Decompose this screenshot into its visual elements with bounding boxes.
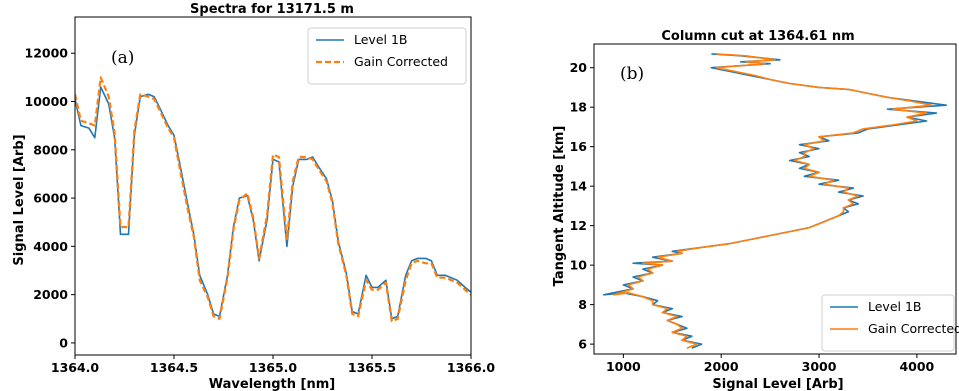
chart-b-legend: Level 1B Gain Corrected xyxy=(821,294,959,352)
a-xtick-label: 1364.0 xyxy=(51,360,100,375)
a-ytick-label: 8000 xyxy=(33,142,68,157)
a-ytick-label: 6000 xyxy=(33,191,68,206)
a-ytick-label: 12000 xyxy=(25,46,69,61)
chart-a-ticks: 1364.0 1364.5 1365.0 1365.5 1366.0 0 2000 4000 6… xyxy=(25,46,496,375)
a-ytick-label: 0 xyxy=(59,335,68,350)
b-ytick-label: 6 xyxy=(578,337,587,352)
b-xtick-label: 4000 xyxy=(899,359,934,374)
chart-b-ylabel: Tangent Altitude [km] xyxy=(552,126,567,287)
a-legend-box xyxy=(307,27,467,85)
chart-b: Column cut at 1364.61 nm Signal Level [A… xyxy=(552,29,959,391)
b-ytick-label: 16 xyxy=(570,139,588,154)
b-ytick-label: 20 xyxy=(570,60,588,75)
chart-b-frame xyxy=(593,43,957,355)
chart-a-xlabel: Wavelength [nm] xyxy=(209,377,335,391)
chart-a-title: Spectra for 13171.5 m xyxy=(190,2,354,17)
chart-b-xlabel: Signal Level [Arb] xyxy=(712,377,843,391)
a-series-line-1 xyxy=(75,86,471,320)
a-xtick-label: 1365.0 xyxy=(249,360,298,375)
a-series-line-2 xyxy=(75,76,471,323)
b-xtick-label: 3000 xyxy=(802,359,837,374)
chart-b-title: Column cut at 1364.61 nm xyxy=(661,29,854,44)
b-ytick-label: 14 xyxy=(570,179,588,194)
chart-a-panel-label: (a) xyxy=(111,48,134,68)
b-series-line-2 xyxy=(612,53,933,349)
a-xtick-label: 1366.0 xyxy=(447,360,496,375)
a-xtick-label: 1365.5 xyxy=(348,360,396,375)
chart-a: Spectra for 13171.5 m Wavelength [nm] Si… xyxy=(12,2,495,391)
a-legend-label-1: Level 1B xyxy=(354,32,408,47)
chart-b-series xyxy=(602,53,948,349)
chart-a-legend: Level 1B Gain Corrected xyxy=(307,27,467,85)
a-ytick-label: 2000 xyxy=(33,287,68,302)
b-xtick-label: 2000 xyxy=(704,359,739,374)
b-legend-label-1: Level 1B xyxy=(868,299,922,314)
chart-a-series xyxy=(75,76,471,323)
chart-b-panel-label: (b) xyxy=(620,64,644,84)
a-ytick-label: 4000 xyxy=(33,239,68,254)
b-ytick-label: 12 xyxy=(570,218,587,233)
b-ytick-label: 10 xyxy=(570,258,588,273)
chart-a-ylabel: Signal Level [Arb] xyxy=(12,134,27,265)
chart-b-ticks: 1000 2000 3000 4000 6 8 10 12 14 16 18 20 xyxy=(570,60,935,374)
b-ytick-label: 18 xyxy=(570,100,587,115)
a-xtick-label: 1364.5 xyxy=(150,360,198,375)
chart-a-frame xyxy=(74,16,472,356)
a-ytick-label: 10000 xyxy=(25,94,69,109)
a-legend-label-2: Gain Corrected xyxy=(354,54,448,69)
b-ytick-label: 8 xyxy=(578,297,587,312)
b-legend-label-2: Gain Corrected xyxy=(868,321,959,336)
b-xtick-label: 1000 xyxy=(606,359,641,374)
b-legend-box xyxy=(821,294,955,352)
